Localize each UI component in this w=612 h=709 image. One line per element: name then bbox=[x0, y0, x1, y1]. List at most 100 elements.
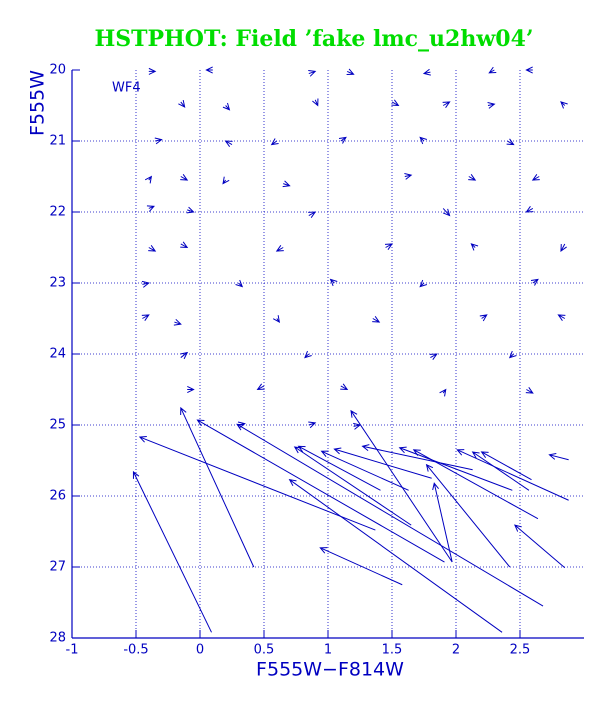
vector-arrow bbox=[272, 315, 281, 323]
vector-arrow bbox=[329, 278, 338, 287]
vector-arrow bbox=[488, 66, 497, 74]
vector-arrow bbox=[404, 172, 413, 180]
vector-arrow bbox=[425, 463, 511, 568]
vector-arrow bbox=[312, 98, 319, 107]
vector-arrow bbox=[180, 241, 189, 249]
y-tick-label: 25 bbox=[49, 418, 66, 433]
vector-arrow bbox=[340, 383, 349, 391]
vector-arrow bbox=[237, 421, 246, 429]
vector-arrow bbox=[196, 419, 445, 563]
vector-arrow bbox=[531, 174, 540, 181]
vector-arrow bbox=[154, 137, 163, 145]
vector-arrow bbox=[442, 208, 451, 217]
vector-arrow bbox=[350, 409, 453, 563]
vector-arrow bbox=[346, 68, 355, 75]
vector-arrow bbox=[525, 66, 533, 74]
vector-arrow bbox=[144, 175, 153, 184]
vector-arrow bbox=[508, 350, 517, 359]
vector-arrow bbox=[141, 280, 150, 288]
vector-arrow bbox=[525, 205, 534, 213]
y-tick-label: 21 bbox=[49, 134, 66, 149]
vector-arrow bbox=[222, 176, 230, 185]
vector-arrow bbox=[470, 243, 479, 251]
vector-arrow bbox=[275, 245, 284, 252]
x-axis-label: F555W−F814W bbox=[256, 659, 404, 681]
vector-arrow bbox=[304, 350, 312, 359]
vector-arrow bbox=[480, 451, 532, 481]
y-tick-label: 28 bbox=[49, 631, 66, 646]
vector-arrow bbox=[398, 446, 513, 491]
y-tick-label: 23 bbox=[49, 276, 66, 291]
x-tick-label: -0.5 bbox=[123, 643, 148, 658]
vector-arrow bbox=[391, 99, 400, 107]
vector-arrow bbox=[530, 278, 539, 286]
vector-arrow bbox=[557, 314, 566, 321]
vector-arrow bbox=[180, 406, 255, 568]
vector-arrow bbox=[235, 279, 244, 288]
vector-arrow bbox=[419, 279, 428, 288]
x-tick-label: 2.5 bbox=[510, 643, 531, 658]
x-tick-label: 1 bbox=[324, 643, 332, 658]
vector-arrow bbox=[353, 422, 362, 430]
vector-arrow bbox=[456, 449, 569, 501]
vector-arrow bbox=[308, 421, 317, 429]
vector-arrow bbox=[525, 387, 534, 394]
vector-arrow bbox=[338, 136, 347, 144]
vector-arrow bbox=[288, 478, 503, 633]
vector-arrow bbox=[442, 101, 451, 108]
vector-arrow bbox=[560, 243, 567, 253]
vector-arrow bbox=[282, 180, 291, 188]
vector-arrow bbox=[412, 449, 539, 520]
vector-arrow bbox=[173, 318, 182, 326]
x-tick-label: -1 bbox=[66, 643, 79, 658]
vector-arrow bbox=[372, 316, 381, 323]
vector-arrow bbox=[560, 101, 568, 109]
vector-arrow bbox=[471, 451, 530, 491]
vector-arrow bbox=[514, 524, 566, 569]
vector-arrow bbox=[487, 101, 496, 109]
y-tick-label: 24 bbox=[49, 347, 66, 362]
vector-arrow bbox=[308, 211, 317, 219]
vector-arrow bbox=[222, 102, 231, 111]
vector-arrow bbox=[270, 138, 279, 146]
y-tick-label: 26 bbox=[49, 489, 66, 504]
x-tick-label: 0 bbox=[196, 643, 204, 658]
vector-arrow bbox=[333, 447, 432, 479]
vector-arrow bbox=[224, 140, 233, 148]
x-tick-label: 1.5 bbox=[382, 643, 403, 658]
vector-arrow bbox=[297, 445, 381, 491]
vector-arrow bbox=[178, 99, 186, 108]
y-tick-label: 20 bbox=[49, 63, 66, 78]
vector-arrow bbox=[319, 547, 403, 586]
vector-arrow bbox=[384, 243, 394, 250]
x-tick-label: 2 bbox=[452, 643, 460, 658]
vector-arrow bbox=[361, 444, 473, 471]
vector-arrow bbox=[148, 67, 157, 75]
vector-arrow bbox=[548, 452, 569, 461]
vector-arrow bbox=[180, 174, 189, 181]
vector-arrow bbox=[148, 245, 157, 252]
vector-arrow bbox=[186, 206, 195, 214]
vector-arrow bbox=[180, 351, 189, 360]
vector-arrow bbox=[205, 66, 213, 74]
chart-title: HSTPHOT: Field ’fake lmc_u2hw04’ bbox=[94, 26, 533, 52]
vector-arrow bbox=[256, 383, 265, 391]
vector-arrow bbox=[439, 388, 447, 397]
vector-arrow bbox=[506, 138, 515, 146]
vector-arrow bbox=[308, 70, 317, 77]
annotation: WF4 bbox=[112, 81, 141, 96]
vector-arrow bbox=[146, 205, 155, 212]
vector-arrow bbox=[132, 470, 212, 633]
vector-arrow bbox=[468, 174, 477, 181]
vector-arrow bbox=[479, 314, 488, 322]
vector-arrow bbox=[422, 68, 431, 76]
y-axis-label: F555W bbox=[27, 70, 49, 136]
y-tick-label: 22 bbox=[49, 205, 66, 220]
y-tick-label: 27 bbox=[49, 560, 66, 575]
x-tick-label: 0.5 bbox=[254, 643, 275, 658]
vector-arrow bbox=[187, 386, 195, 393]
vector-arrow bbox=[320, 450, 409, 491]
vector-arrow bbox=[432, 482, 453, 563]
vector-arrow bbox=[419, 136, 428, 145]
